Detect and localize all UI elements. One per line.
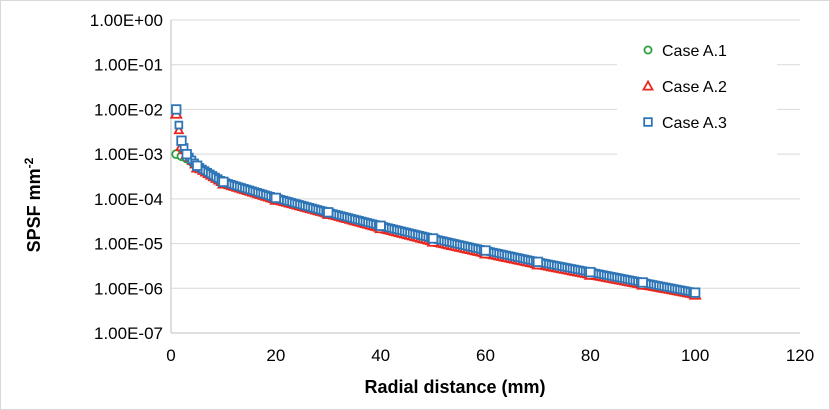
- legend-item: Case A.1: [643, 43, 727, 60]
- y-tick-label: 1.00E-04: [94, 190, 163, 209]
- data-point: [192, 160, 203, 171]
- data-point: [480, 245, 491, 256]
- x-tick-label: 0: [166, 346, 175, 365]
- data-point: [176, 135, 187, 146]
- x-tick-label: 40: [371, 346, 390, 365]
- data-point: [532, 256, 544, 268]
- plot-series: [169, 104, 702, 300]
- y-tick-label: 1.00E-01: [94, 56, 163, 75]
- series-case-a-3: [171, 104, 701, 298]
- data-point: [323, 207, 334, 218]
- y-tick-label: 1.00E-05: [94, 235, 163, 254]
- data-point: [181, 148, 192, 160]
- x-tick-label: 120: [786, 346, 814, 365]
- y-axis-title: SPSF mm-2: [22, 157, 44, 252]
- legend-marker: [643, 117, 653, 127]
- legend-label: Case A.2: [662, 79, 727, 96]
- legend-marker: [643, 45, 653, 55]
- y-tick-label: 1.00E+00: [90, 11, 163, 30]
- x-tick-label: 20: [266, 346, 285, 365]
- data-point: [218, 176, 229, 188]
- y-tick-label: 1.00E-07: [94, 324, 163, 343]
- legend: Case A.1 Case A.2 Case A.3: [617, 30, 777, 168]
- data-point: [585, 266, 596, 278]
- legend-label: Case A.1: [662, 43, 727, 60]
- x-tick-label: 80: [581, 346, 600, 365]
- data-point: [171, 104, 182, 115]
- x-tick-label: 60: [476, 346, 495, 365]
- data-point: [174, 120, 184, 130]
- axes: [170, 20, 800, 334]
- x-axis-title: Radial distance (mm): [364, 377, 545, 397]
- data-point: [173, 124, 185, 135]
- data-point: [637, 277, 648, 288]
- y-tick-label: 1.00E-02: [94, 100, 163, 119]
- y-tick-label: 1.00E-06: [94, 279, 163, 298]
- legend-box: [617, 30, 777, 168]
- data-point: [427, 233, 439, 244]
- legend-item: Case A.2: [641, 79, 727, 96]
- legend-marker: [641, 79, 655, 91]
- legend-label: Case A.3: [662, 115, 727, 132]
- legend-item: Case A.3: [643, 115, 727, 132]
- y-tick-label: 1.00E-03: [94, 145, 163, 164]
- x-tick-labels: 0 20 40 60 80 100 120: [166, 346, 814, 365]
- x-tick-label: 100: [681, 346, 709, 365]
- data-point: [270, 192, 281, 204]
- data-point: [690, 287, 701, 298]
- y-tick-labels: 1.00E+00 1.00E-01 1.00E-02 1.00E-03 1.00E-04…: [90, 11, 163, 343]
- data-point: [375, 220, 386, 231]
